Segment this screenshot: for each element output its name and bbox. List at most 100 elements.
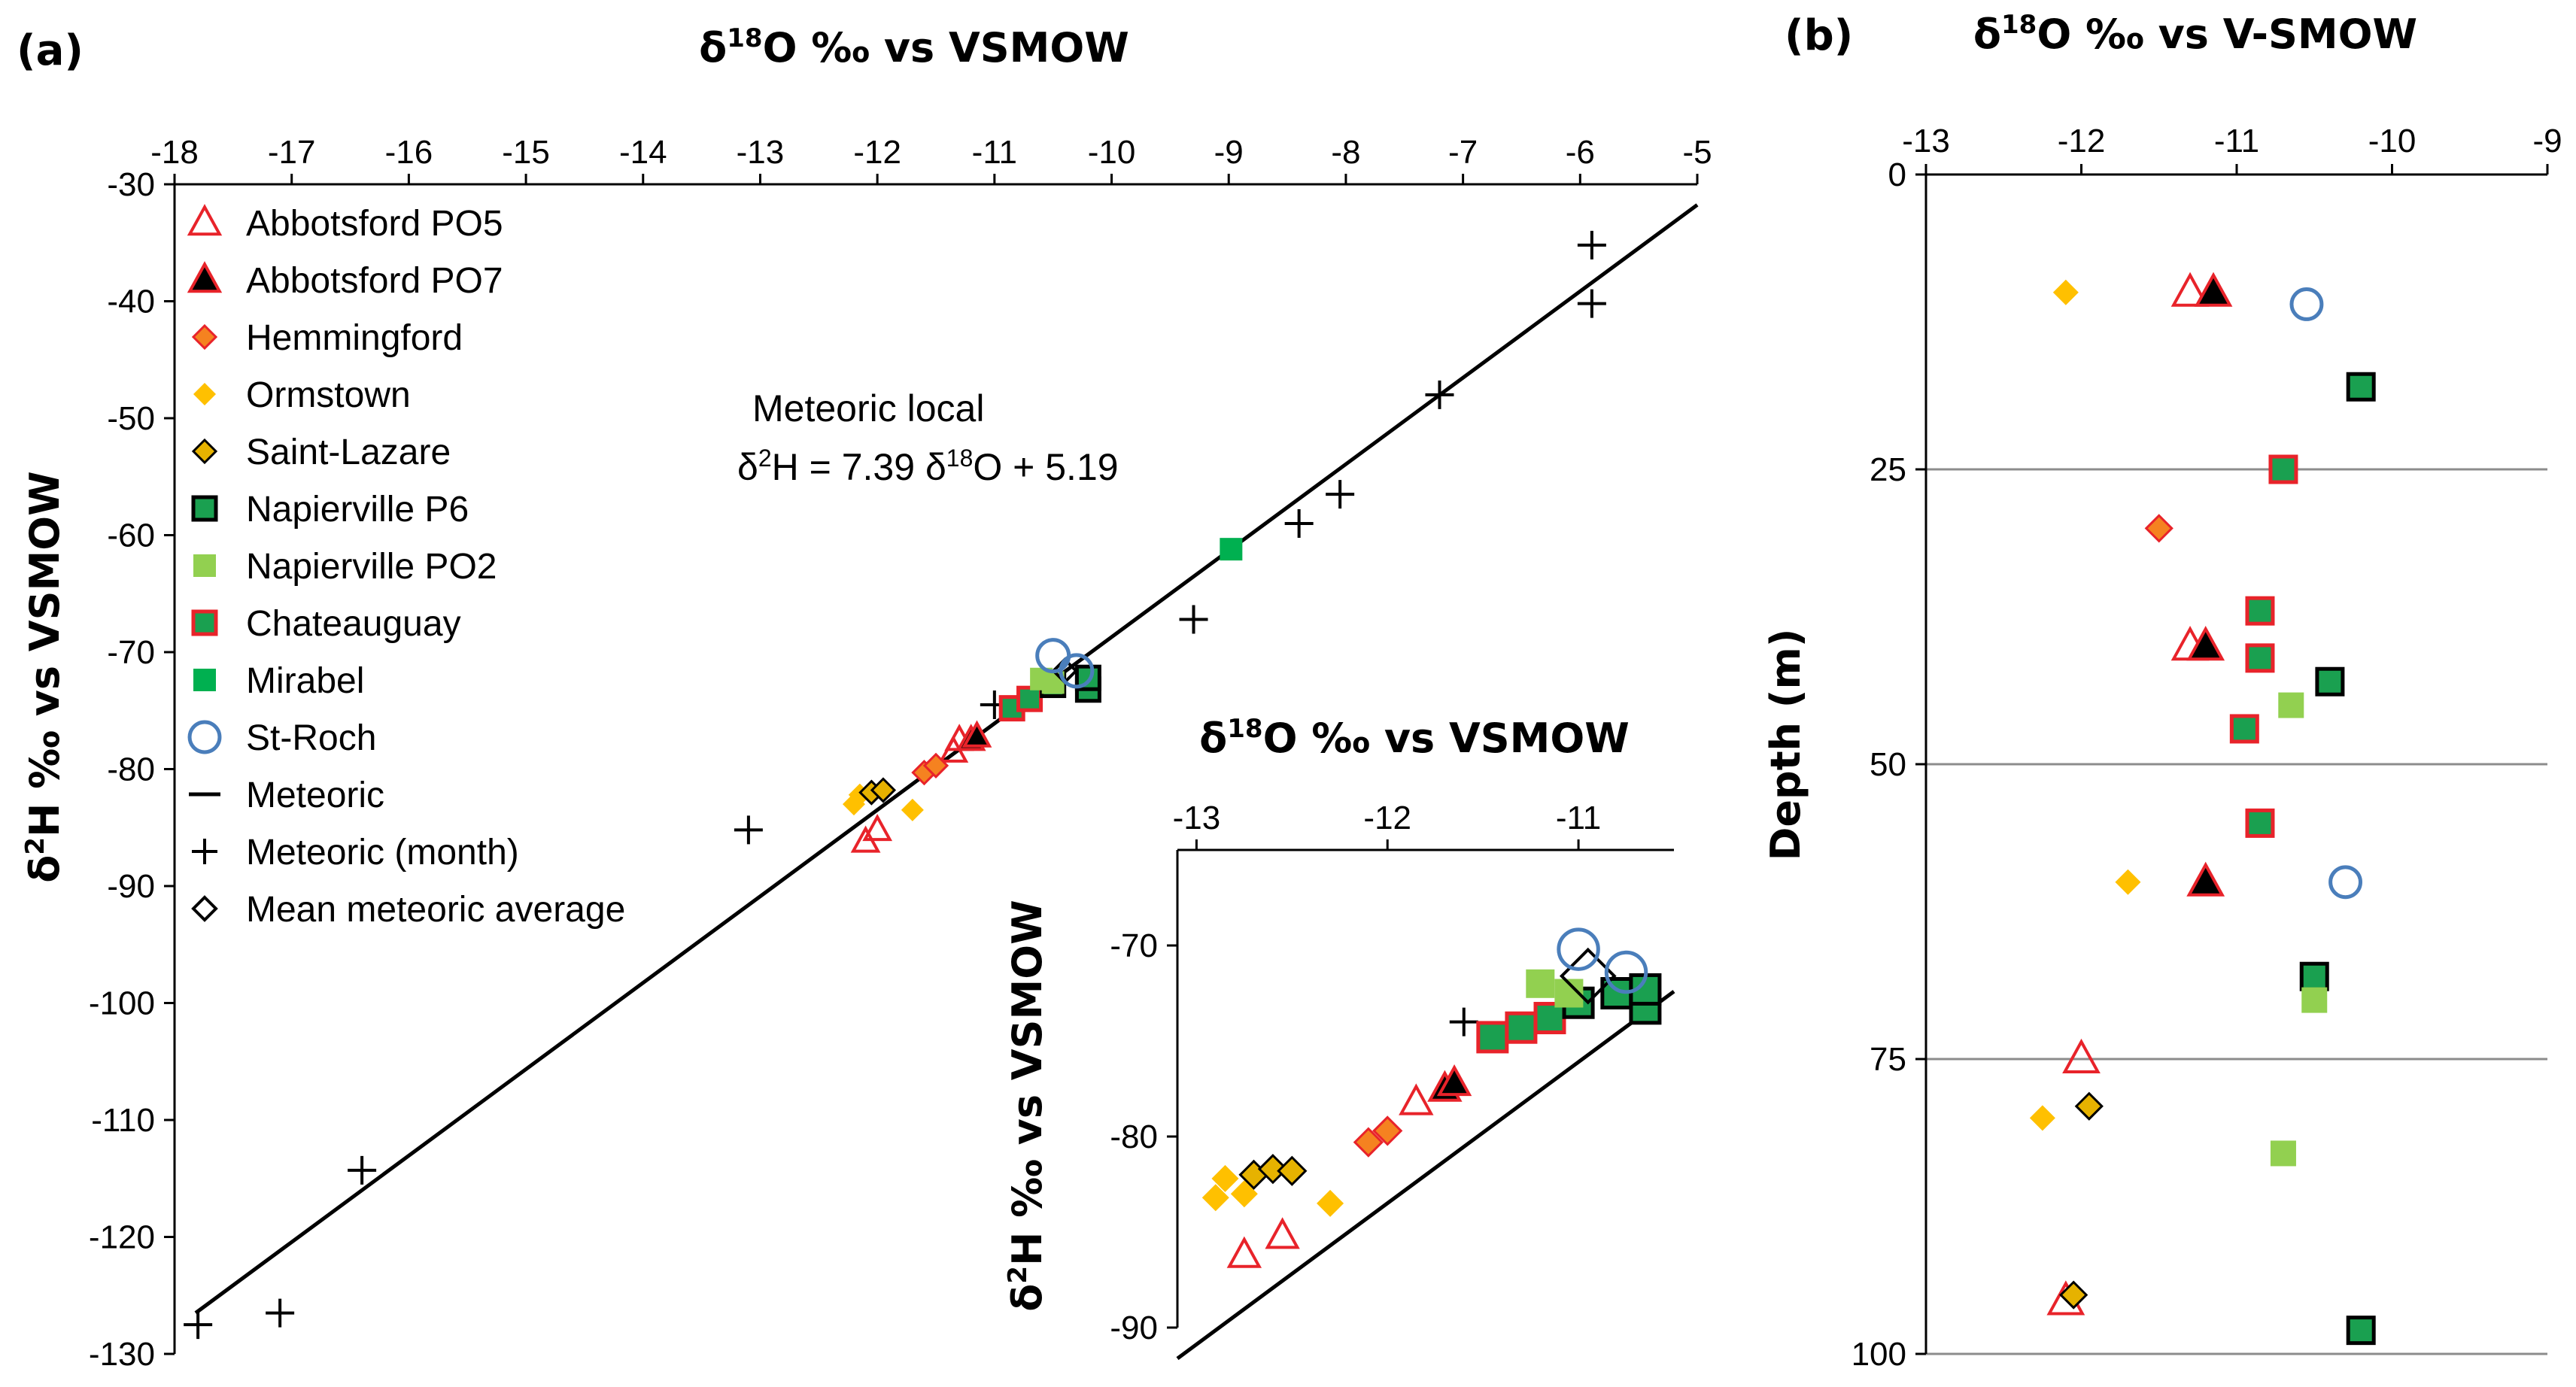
point-meteoric-month (348, 1155, 377, 1185)
panel-a-y-tick-label: -120 (89, 1219, 155, 1256)
legend-label: Napierville PO2 (246, 547, 497, 587)
panel-a-x-tick-label: -16 (385, 134, 433, 171)
panel-b-point-napierville-po2 (2278, 692, 2304, 718)
panel-a-y-title: δ2H ‰ vs VSMOW (20, 471, 68, 882)
inset-point-ormstown (1201, 1184, 1229, 1212)
panel-b-x-tick-label: -9 (2532, 123, 2562, 159)
panel-b-x-tick-label: -12 (2058, 123, 2106, 159)
inset-point-saint-lazare (1257, 1154, 1289, 1185)
legend-marker-meteoric-month (192, 839, 217, 864)
inset-y-tick-label: -80 (1110, 1118, 1158, 1155)
inset-plot: -13 -12 -11 -70 -80 -90 (1110, 800, 1675, 1361)
panel-b-point-napierville-po2 (2270, 1140, 2296, 1167)
point-meteoric-month (1577, 289, 1606, 318)
point-meteoric-month (1326, 480, 1355, 509)
inset-point-chateauguay (1505, 1011, 1538, 1044)
panel-b-point-hemmingford (2144, 514, 2174, 543)
panel-b-y-tick-label: 50 (1870, 746, 1906, 783)
inset-point-ormstown (1211, 1164, 1239, 1192)
panel-a-x-tick-label: -17 (268, 134, 316, 171)
point-meteoric-month (1577, 230, 1606, 259)
panel-a-y-tick-label: -110 (91, 1102, 155, 1139)
panel-a-x-tick-label: -11 (972, 134, 1017, 171)
inset-point-meteoric-month (1449, 1007, 1478, 1036)
panel-b-y-title: Depth (m) (1762, 629, 1809, 861)
panel-b-point-ormstown (2115, 869, 2141, 895)
inset-x-tick-label: -13 (1173, 800, 1221, 836)
legend-marker-napierville-po2 (193, 554, 216, 577)
legend-item-chateauguay: Chateauguay (191, 604, 461, 644)
point-napierville-p6 (1074, 664, 1101, 691)
legend-label: Napierville P6 (246, 490, 469, 530)
equation-text: δ2H = 7.39 δ18O + 5.19 (737, 445, 1119, 488)
panel-a-y-tick-label: -50 (107, 400, 155, 437)
panel-b-point-abbotsford-po7 (2186, 861, 2225, 897)
inset-point-abbotsford-po5 (1265, 1217, 1300, 1249)
legend-marker-mirabel (193, 669, 216, 691)
legend-item-hemmingford: Hemmingford (191, 318, 463, 358)
legend-marker-abbotsford-po5 (187, 204, 223, 236)
panel-b-point-abbotsford-po7 (2186, 626, 2225, 661)
meteoric-line (194, 203, 1699, 1315)
panel-b-point-napierville-p6 (2346, 372, 2376, 402)
legend-item-napierville-p6: Napierville P6 (191, 490, 469, 530)
panel-b-point-chateauguay (2245, 596, 2275, 626)
inset-x-tick-label: -12 (1363, 800, 1411, 836)
inset-point-hemmingford (1372, 1115, 1403, 1146)
panel-b-point-chateauguay (2268, 454, 2298, 484)
legend-marker-hemmingford (191, 323, 218, 351)
panel-a-x-tick-label: -10 (1088, 134, 1136, 171)
panel-a-x-tick-label: -8 (1331, 134, 1360, 171)
inset-y-title: δ2H ‰ vs VSMOW (1003, 900, 1051, 1311)
legend-label: Meteoric (month) (246, 833, 519, 873)
inset-point-hemmingford (1353, 1127, 1384, 1158)
legend-marker-saint-lazare (191, 438, 218, 465)
legend-label: Saint-Lazare (246, 432, 451, 472)
inset-point-abbotsford-po5 (1399, 1083, 1434, 1115)
legend-marker-mean-meteoric-average (191, 895, 218, 922)
legend-item-meteoric: Meteoric (189, 775, 384, 815)
inset-point-saint-lazare (1277, 1155, 1308, 1186)
panel-b-plot: -13 -12 -11 -10 -9 0 25 50 75 100 (1852, 123, 2562, 1373)
panel-a-x-tick-label: -15 (502, 134, 550, 171)
inset-x-title: δ18O ‰ vs VSMOW (1199, 714, 1630, 762)
panel-b-y-tick-label: 100 (1852, 1336, 1906, 1373)
legend-label: Mean meteoric average (246, 890, 625, 930)
legend-marker-ormstown (193, 383, 216, 405)
legend-marker-st-roch (187, 720, 222, 754)
panel-b-point-chateauguay (2229, 714, 2259, 744)
panel-b-point-napierville-p6 (2299, 961, 2329, 991)
panel-b-x-title: δ18O ‰ vs V-SMOW (1973, 10, 2417, 58)
panel-a-x-tick-label: -12 (853, 134, 901, 171)
point-meteoric-month (734, 815, 763, 845)
legend-item-saint-lazare: Saint-Lazare (191, 432, 451, 472)
legend-item-st-roch: St-Roch (187, 718, 376, 758)
legend-item-abbotsford-po7: Abbotsford PO7 (187, 261, 503, 301)
equation-title: Meteoric local (752, 387, 984, 429)
inset-point-chateauguay (1533, 1002, 1566, 1035)
point-ormstown (901, 798, 924, 821)
point-mirabel (1220, 538, 1243, 561)
legend-marker-napierville-p6 (191, 495, 218, 522)
panel-b-point-napierville-p6 (2346, 1316, 2376, 1346)
legend-item-ormstown: Ormstown (193, 375, 411, 415)
legend-item-mean-meteoric-average: Mean meteoric average (191, 890, 625, 930)
panel-b-y-tick-label: 0 (1888, 156, 1906, 193)
legend-item-meteoric-month: Meteoric (month) (192, 833, 519, 873)
legend-item-napierville-po2: Napierville PO2 (193, 547, 497, 587)
point-meteoric-month (1284, 508, 1314, 538)
panel-b-point-abbotsford-po5 (2170, 272, 2210, 307)
inset-point-napierville-po2 (1526, 969, 1555, 998)
inset-point-chateauguay (1476, 1021, 1509, 1054)
legend-label: Meteoric (246, 775, 384, 815)
panel-a-y-tick-label: -80 (107, 751, 155, 788)
panel-b-point-abbotsford-po5 (2062, 1038, 2101, 1073)
legend-item-abbotsford-po5: Abbotsford PO5 (187, 204, 503, 244)
panel-b-y-tick-label: 75 (1870, 1041, 1906, 1078)
panel-b-point-abbotsford-po7 (2194, 272, 2233, 307)
panel-b-point-napierville-po2 (2301, 987, 2328, 1013)
point-abbotsford-po5 (862, 813, 893, 842)
point-abbotsford-po7 (961, 720, 992, 748)
panel-b-point-napierville-p6 (2315, 666, 2345, 697)
panel-a-plot: -18 -17 -16 -15 -14 -13 -12 -11 -10 -9 -8 -7 -6 -5 -30… (89, 134, 1712, 1373)
